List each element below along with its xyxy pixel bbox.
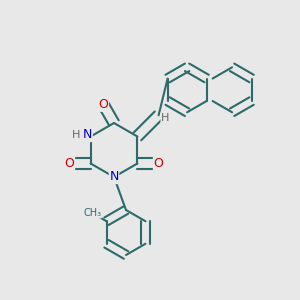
Text: O: O: [99, 98, 108, 111]
Text: O: O: [153, 157, 163, 170]
Text: N: N: [109, 170, 119, 184]
Text: H: H: [161, 113, 170, 123]
Text: H: H: [72, 130, 80, 140]
Text: N: N: [83, 128, 92, 142]
Text: O: O: [65, 157, 75, 170]
Text: CH₃: CH₃: [83, 208, 101, 218]
